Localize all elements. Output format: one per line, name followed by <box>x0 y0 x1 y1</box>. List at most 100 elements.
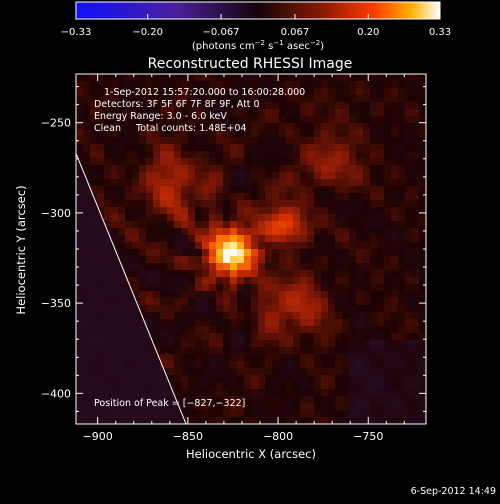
heatmap-cell <box>356 242 364 250</box>
heatmap-cell <box>279 207 287 215</box>
heatmap-cell <box>279 214 287 222</box>
heatmap-cell <box>195 214 203 222</box>
heatmap-cell <box>251 361 259 369</box>
heatmap-cell <box>111 200 119 208</box>
heatmap-cell <box>314 81 322 89</box>
heatmap-cell <box>398 207 406 215</box>
heatmap-cell <box>237 284 245 292</box>
heatmap-cell <box>279 158 287 166</box>
heatmap-cell <box>174 396 182 404</box>
heatmap-cell <box>412 256 420 264</box>
heatmap-cell <box>90 333 98 341</box>
heatmap-cell <box>174 214 182 222</box>
heatmap-cell <box>370 382 378 390</box>
heatmap-cell <box>125 95 133 103</box>
heatmap-cell <box>300 172 308 180</box>
heatmap-cell <box>349 361 357 369</box>
heatmap-cell <box>160 207 168 215</box>
heatmap-cell <box>188 179 196 187</box>
heatmap-cell <box>139 207 147 215</box>
heatmap-cell <box>195 186 203 194</box>
heatmap-cell <box>328 270 336 278</box>
heatmap-cell <box>111 214 119 222</box>
heatmap-cell <box>363 403 371 411</box>
heatmap-cell <box>300 298 308 306</box>
heatmap-cell <box>83 417 91 424</box>
heatmap-cell <box>307 109 315 117</box>
heatmap-cell <box>237 340 245 348</box>
heatmap-cell <box>139 158 147 166</box>
heatmap-cell <box>160 319 168 327</box>
heatmap-cell <box>167 193 175 201</box>
heatmap-cell <box>237 382 245 390</box>
heatmap-cell <box>216 221 224 229</box>
heatmap-cell <box>146 214 154 222</box>
heatmap-cell <box>188 382 196 390</box>
heatmap-cell <box>328 214 336 222</box>
heatmap-cell <box>342 382 350 390</box>
heatmap-cell <box>321 165 329 173</box>
heatmap-cell <box>76 172 84 180</box>
heatmap-cell <box>237 277 245 285</box>
heatmap-cell <box>167 312 175 320</box>
heatmap-cell <box>223 130 231 138</box>
heatmap-cell <box>251 396 259 404</box>
heatmap-cell <box>97 389 105 397</box>
heatmap-cell <box>377 263 385 271</box>
heatmap-cell <box>293 228 301 236</box>
heatmap-cell <box>265 74 273 82</box>
heatmap-cell <box>279 200 287 208</box>
heatmap-cell <box>209 144 217 152</box>
heatmap-cell <box>83 298 91 306</box>
heatmap-cell <box>237 151 245 159</box>
heatmap-cell <box>265 249 273 257</box>
heatmap-cell <box>202 116 210 124</box>
heatmap-cell <box>279 116 287 124</box>
heatmap-cell <box>111 242 119 250</box>
heatmap-cell <box>111 228 119 236</box>
heatmap-cell <box>335 389 343 397</box>
heatmap-cell <box>363 368 371 376</box>
heatmap-cell <box>279 221 287 229</box>
heatmap-cell <box>384 375 392 383</box>
heatmap-cell <box>342 291 350 299</box>
heatmap-cell <box>384 284 392 292</box>
heatmap-cell <box>391 340 399 348</box>
heatmap-cell <box>167 200 175 208</box>
heatmap-cell <box>314 368 322 376</box>
heatmap-cell <box>139 298 147 306</box>
heatmap-cell <box>223 340 231 348</box>
heatmap-cell <box>188 144 196 152</box>
heatmap-cell <box>398 305 406 313</box>
heatmap-cell <box>76 228 84 236</box>
heatmap-cell <box>293 298 301 306</box>
heatmap-cell <box>300 88 308 96</box>
heatmap-cell <box>97 172 105 180</box>
heatmap-cell <box>244 109 252 117</box>
heatmap-cell <box>160 326 168 334</box>
heatmap-cell <box>195 179 203 187</box>
heatmap-cell <box>83 277 91 285</box>
heatmap-cell <box>335 242 343 250</box>
heatmap-cell <box>342 410 350 418</box>
heatmap-cell <box>314 221 322 229</box>
heatmap-cell <box>237 214 245 222</box>
heatmap-cell <box>167 74 175 82</box>
heatmap-cell <box>160 333 168 341</box>
heatmap-cell <box>356 200 364 208</box>
heatmap-cell <box>97 165 105 173</box>
heatmap-cell <box>202 235 210 243</box>
heatmap-cell <box>293 88 301 96</box>
heatmap-cell <box>342 165 350 173</box>
heatmap-cell <box>97 249 105 257</box>
heatmap-cell <box>237 263 245 271</box>
heatmap-cell <box>132 382 140 390</box>
heatmap-cell <box>384 298 392 306</box>
heatmap-cell <box>223 382 231 390</box>
heatmap-cell <box>321 375 329 383</box>
heatmap-cell <box>286 137 294 145</box>
heatmap-cell <box>300 193 308 201</box>
heatmap-cell <box>83 130 91 138</box>
heatmap-cell <box>398 382 406 390</box>
heatmap-cell <box>118 326 126 334</box>
